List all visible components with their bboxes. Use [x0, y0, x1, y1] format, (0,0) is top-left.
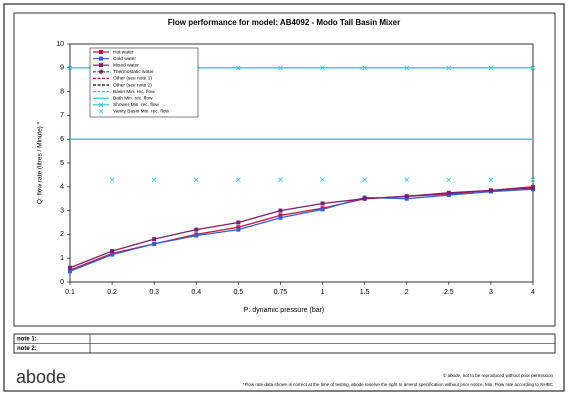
x-tick-label: 2: [405, 289, 409, 296]
y-tick-label: 4: [60, 184, 64, 191]
marker: [320, 65, 325, 71]
x-tick-label: 1: [321, 289, 325, 296]
marker: [488, 188, 493, 193]
marker: [488, 177, 494, 182]
marker: [446, 193, 451, 198]
x-tick-label: 0.5: [233, 289, 243, 296]
y-tick-label: 7: [60, 112, 64, 119]
marker: [446, 190, 451, 195]
x-tick-label: 0.4: [191, 289, 201, 296]
marker: [530, 65, 536, 71]
marker: [98, 102, 104, 108]
y-tick-label: 6: [60, 136, 64, 143]
x-tick-label: 0.2: [107, 289, 117, 296]
marker: [488, 65, 494, 71]
marker: [152, 241, 157, 246]
y-tick-label: 10: [56, 41, 64, 48]
marker: [320, 201, 325, 206]
marker: [236, 227, 241, 232]
marker: [446, 177, 452, 182]
chart-title: Flow performance for model: AB4092 - Mod…: [168, 18, 400, 27]
y-tick-label: 3: [60, 207, 64, 214]
marker: [362, 177, 367, 182]
legend-label: Mixed water: [113, 62, 139, 68]
legend-label: Other (see note 1): [113, 76, 152, 82]
x-tick-label: 0.1: [65, 289, 75, 296]
marker: [278, 65, 283, 71]
marker: [236, 220, 241, 225]
marker: [68, 269, 72, 274]
x-tick-label: 4: [531, 289, 535, 296]
marker: [320, 207, 325, 212]
marker: [151, 177, 157, 182]
marker: [68, 265, 72, 270]
marker: [278, 213, 283, 218]
marker: [236, 177, 241, 182]
marker: [194, 233, 199, 238]
marker: [193, 177, 199, 182]
x-tick-label: 0.75: [274, 289, 288, 296]
legend-label: Cold water: [113, 56, 136, 62]
footer-text: *Flow rate data shown is correct at the …: [243, 382, 554, 387]
y-tick-label: 1: [60, 255, 64, 262]
y-tick-label: 8: [60, 88, 64, 95]
marker: [236, 225, 241, 230]
marker: [278, 215, 283, 220]
marker: [278, 177, 283, 182]
marker: [446, 65, 452, 71]
legend-label: Bath Min. rec. flow: [113, 95, 153, 101]
legend-label: Thermostatic water: [113, 69, 154, 75]
y-tick-label: 0: [60, 279, 64, 286]
logo: abode: [16, 367, 66, 387]
legend-label: Other (see note 2): [113, 82, 152, 88]
plot: 0 1 2 3 4 5 6 7 8 9 10 0.1 0.2 0.3 0.4 0.5 0.75 1 1.5 2 2.5 3…: [56, 41, 536, 296]
series-line: [69, 188, 534, 272]
marker: [320, 177, 325, 182]
marker: [98, 109, 104, 114]
marker: [194, 227, 199, 232]
marker: [99, 56, 103, 61]
series-line: [69, 187, 534, 269]
marker: [110, 249, 115, 254]
marker: [404, 65, 410, 71]
marker: [67, 65, 73, 71]
legend-box: [89, 47, 199, 118]
marker: [362, 196, 367, 201]
marker: [109, 177, 115, 182]
footer-text: © abode, not to be reproduced without pr…: [443, 372, 553, 378]
note-label: note 2:: [17, 346, 37, 352]
marker: [404, 177, 410, 182]
marker: [404, 196, 409, 201]
legend-label: Hot water: [113, 49, 134, 55]
legend-label: Basin Min. rec. flow: [113, 89, 155, 95]
y-tick-label: 9: [60, 65, 64, 72]
marker: [362, 65, 367, 71]
x-tick-label: 2.5: [444, 289, 454, 296]
x-tick-label: 0.3: [149, 289, 159, 296]
marker: [530, 177, 536, 182]
marker: [404, 194, 409, 199]
marker: [152, 237, 157, 242]
marker: [99, 50, 103, 54]
notes-table: note 1: note 2:: [13, 333, 556, 354]
x-axis-label: P: dynamic pressure (bar): [244, 307, 325, 314]
marker: [236, 65, 241, 71]
note-label: note 1:: [17, 337, 37, 343]
y-tick-label: 2: [60, 231, 64, 238]
y-tick-label: 5: [60, 160, 64, 167]
marker: [278, 208, 283, 213]
y-axis-label: Q: flow rate (litres / Minute) *: [37, 121, 44, 204]
marker: [110, 252, 115, 257]
legend-label: Shower Min. rec. flow: [113, 102, 159, 108]
legend-label: Vanity Basin Min. rec. flow: [113, 109, 169, 115]
marker: [531, 185, 535, 190]
marker: [99, 63, 103, 68]
x-tick-label: 3: [489, 289, 493, 296]
marker: [99, 69, 103, 74]
x-tick-label: 1.5: [360, 289, 370, 296]
